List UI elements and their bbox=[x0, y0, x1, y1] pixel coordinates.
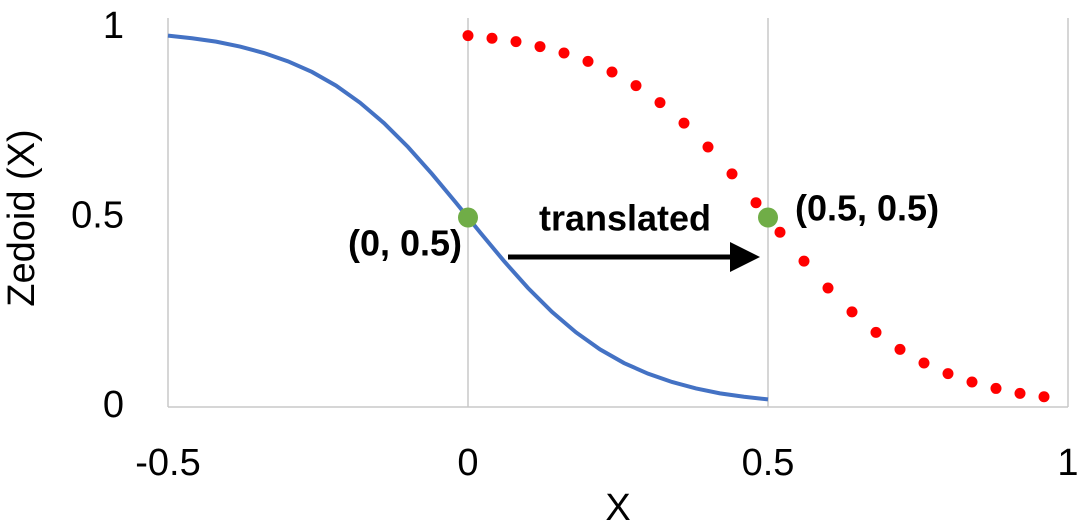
point-marker bbox=[458, 207, 478, 228]
x-tick-label: -0.5 bbox=[135, 442, 200, 484]
annotation: (0, 0.5) bbox=[348, 223, 462, 264]
annotation: (0.5, 0.5) bbox=[795, 188, 939, 229]
series-dot bbox=[678, 117, 690, 129]
y-tick-label: 1 bbox=[103, 5, 124, 47]
series-dot bbox=[462, 30, 474, 42]
series-dot bbox=[966, 376, 978, 388]
series-dot bbox=[1014, 387, 1026, 399]
y-tick-label: 0 bbox=[103, 384, 124, 426]
series-dot bbox=[750, 197, 762, 209]
series-dot bbox=[918, 357, 930, 369]
series-dot bbox=[1038, 391, 1050, 403]
series-dot bbox=[990, 382, 1002, 394]
point-marker bbox=[758, 207, 778, 228]
series-dot bbox=[942, 368, 954, 380]
series-dot bbox=[774, 226, 786, 238]
series-dot bbox=[630, 80, 642, 92]
series-dot bbox=[534, 41, 546, 53]
series-dot bbox=[846, 306, 858, 318]
series-dot bbox=[822, 282, 834, 294]
x-tick-label: 0.5 bbox=[742, 442, 795, 484]
series-dot bbox=[894, 343, 906, 355]
series-dot bbox=[558, 47, 570, 59]
series-dot bbox=[582, 55, 594, 67]
series-dot bbox=[870, 326, 882, 338]
series-dot bbox=[654, 97, 666, 109]
series-dot bbox=[486, 32, 498, 44]
x-tick-label: 1 bbox=[1057, 442, 1078, 484]
y-tick-label: 0.5 bbox=[71, 195, 124, 237]
series-dot bbox=[798, 255, 810, 267]
series-dot bbox=[702, 141, 714, 153]
series-dot bbox=[606, 66, 618, 78]
series-dot bbox=[726, 168, 738, 180]
series-dot bbox=[510, 36, 522, 48]
annotation: translated bbox=[539, 198, 711, 239]
y-axis-title: Zedoid (X) bbox=[1, 129, 43, 306]
x-axis-title: X bbox=[605, 487, 630, 527]
x-tick-label: 0 bbox=[457, 442, 478, 484]
